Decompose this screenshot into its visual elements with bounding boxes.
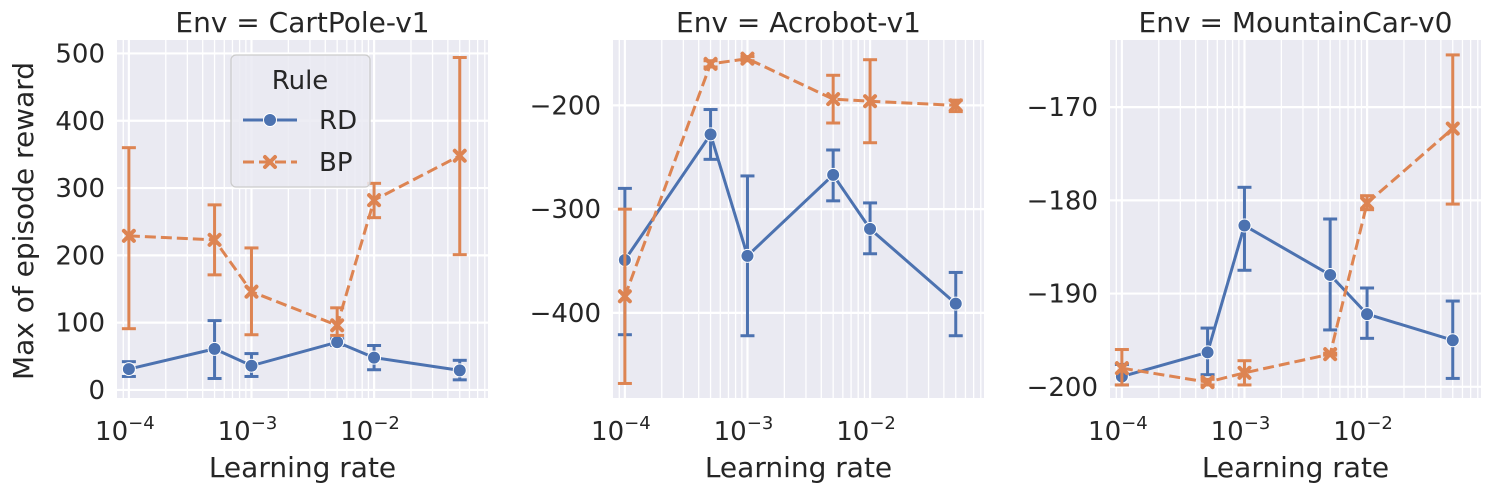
y-tick-label: −170 <box>1027 93 1098 123</box>
data-point <box>617 289 632 304</box>
data-point <box>1200 375 1215 390</box>
y-tick-label: 100 <box>55 309 105 339</box>
legend-title: Rule <box>272 66 329 96</box>
series-RD <box>121 319 467 382</box>
data-point <box>452 148 467 163</box>
legend-marker <box>263 113 277 127</box>
data-point <box>703 127 718 142</box>
x-tick-label: 10−4 <box>1088 413 1148 447</box>
data-point <box>1200 345 1215 360</box>
data-point <box>1114 361 1129 376</box>
panel-title: Env = CartPole-v1 <box>175 6 429 39</box>
data-point <box>826 167 841 182</box>
legend-label: RD <box>319 106 357 136</box>
data-point <box>452 363 467 378</box>
series-line <box>128 154 461 328</box>
y-tick-label: 400 <box>55 107 105 137</box>
data-point <box>948 98 963 113</box>
x-tick-label: 10−3 <box>714 413 774 447</box>
data-point <box>826 92 841 107</box>
series-line <box>128 340 460 372</box>
y-tick-label: 300 <box>55 174 105 204</box>
data-point <box>207 232 222 247</box>
plot-background <box>613 40 984 398</box>
data-point <box>1445 121 1460 136</box>
series-line <box>623 130 957 305</box>
data-point <box>207 341 222 356</box>
x-axis-label: Learning rate <box>1202 451 1389 484</box>
data-point <box>121 362 136 377</box>
y-tick-label: −180 <box>1027 186 1098 216</box>
series-BP <box>617 51 963 385</box>
data-point <box>1323 347 1338 362</box>
series-line <box>1121 223 1454 379</box>
data-point <box>740 51 755 66</box>
x-axis-label: Learning rate <box>209 451 396 484</box>
y-tick-label: 0 <box>88 376 105 406</box>
data-point <box>1360 307 1375 322</box>
y-tick-label: −200 <box>1027 373 1098 403</box>
data-point <box>367 193 382 208</box>
data-point <box>703 56 718 71</box>
data-point <box>244 284 259 299</box>
panel-title: Env = MountainCar-v0 <box>1139 6 1453 39</box>
y-tick-label: −400 <box>530 299 601 329</box>
data-point <box>1237 365 1252 380</box>
x-tick-label: 10−2 <box>836 413 896 447</box>
panel-2: 10−4 10−3 10−2 −400 −300 −200 Env = Acrobot-v1… <box>530 6 984 484</box>
x-axis-label: Learning rate <box>705 451 892 484</box>
y-tick-label: −200 <box>530 91 601 121</box>
data-point <box>863 221 878 236</box>
data-point <box>244 358 259 373</box>
legend-box <box>230 54 371 188</box>
x-tick-label: 10−2 <box>340 413 400 447</box>
series-BP <box>1114 53 1460 390</box>
x-tick-label: 10−4 <box>95 413 155 447</box>
legend: Rule RD BP <box>230 54 371 188</box>
x-tick-label: 10−4 <box>591 413 651 447</box>
y-tick-label: −300 <box>530 195 601 225</box>
data-point <box>330 318 345 333</box>
series-BP <box>121 55 467 337</box>
legend-label: BP <box>319 148 353 178</box>
data-point <box>1237 218 1252 233</box>
panel-1: 10−4 10−3 10−2 0 100 200 300 400 500 Env = CartPo… <box>55 6 488 484</box>
data-point <box>863 94 878 109</box>
data-point <box>948 296 963 311</box>
data-point <box>330 335 345 350</box>
series-line <box>1121 127 1454 384</box>
panel-title: Env = Acrobot-v1 <box>676 6 921 39</box>
y-axis-label: Max of episode reward <box>7 62 40 380</box>
data-point <box>740 248 755 263</box>
y-tick-label: −190 <box>1027 280 1098 310</box>
data-point <box>1445 333 1460 348</box>
legend-marker <box>263 155 277 169</box>
panel-3: 10−4 10−3 10−2 −200 −190 −180 −170 Env = Mounta… <box>1027 6 1481 484</box>
data-point <box>1360 196 1375 211</box>
x-tick-label: 10−2 <box>1333 413 1393 447</box>
plot-background <box>1110 40 1481 398</box>
y-tick-label: 200 <box>55 241 105 271</box>
data-point <box>367 350 382 365</box>
data-point <box>1323 267 1338 282</box>
x-tick-label: 10−3 <box>1211 413 1271 447</box>
data-point <box>121 228 136 243</box>
y-tick-label: 500 <box>55 39 105 69</box>
series-RD <box>617 108 963 338</box>
x-tick-label: 10−3 <box>218 413 278 447</box>
